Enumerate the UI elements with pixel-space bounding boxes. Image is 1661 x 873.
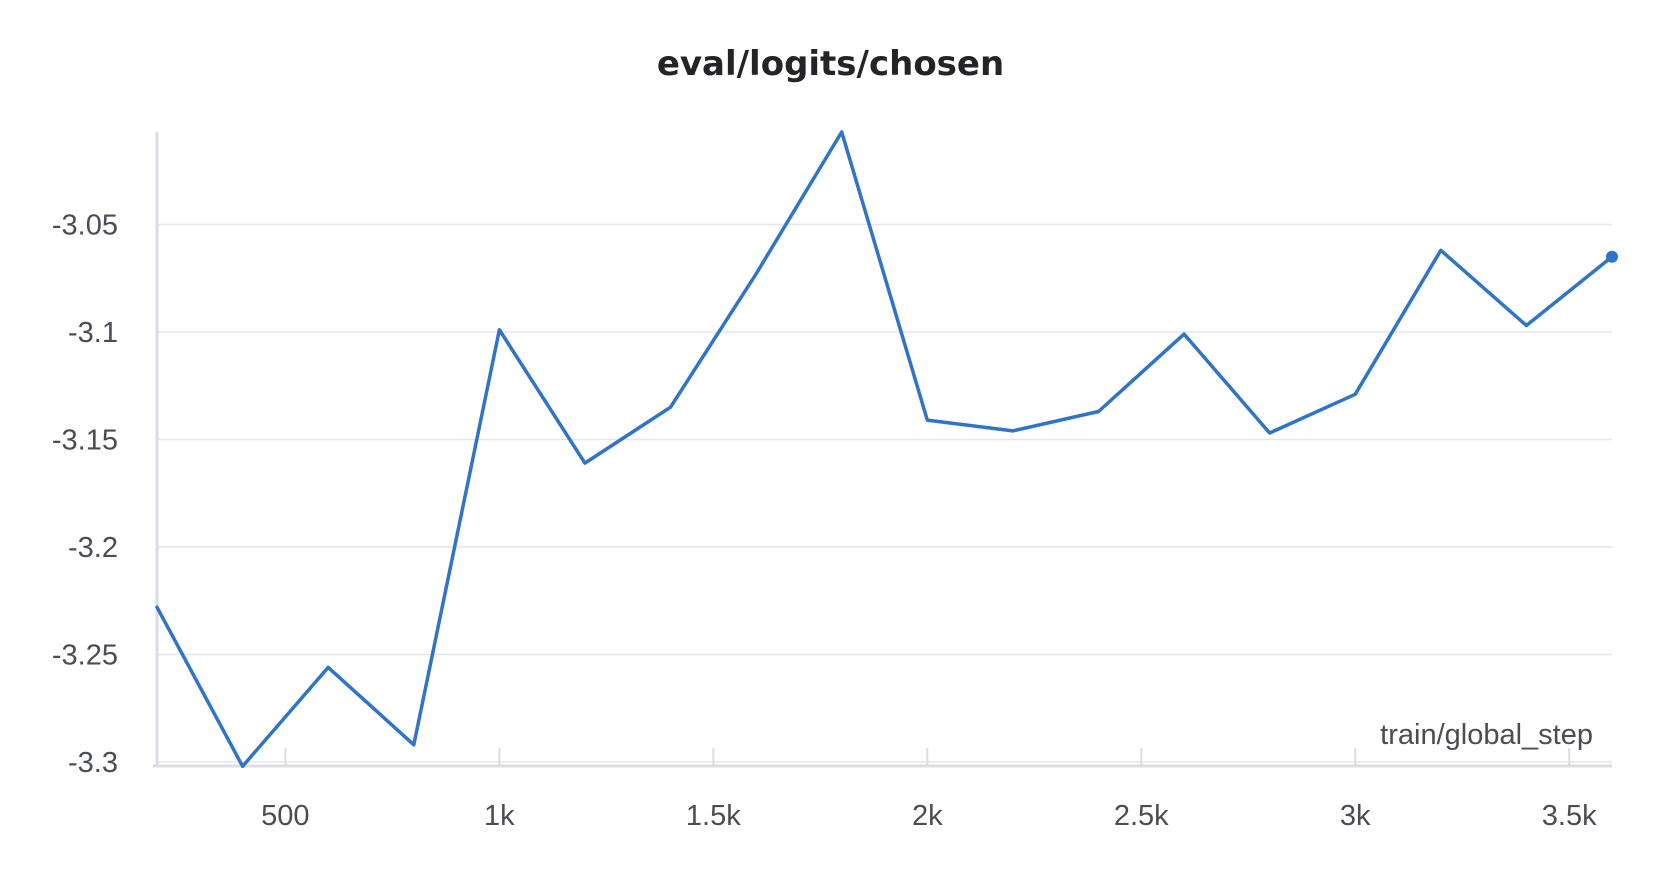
series-line — [155, 130, 1614, 769]
y-tick-label: -3.25 — [52, 639, 118, 671]
series-group — [155, 130, 1618, 769]
axes — [153, 132, 1612, 768]
x-tick-label: 2k — [912, 800, 943, 832]
y-tick-label: -3.15 — [52, 424, 118, 456]
y-tick-label: -3.3 — [68, 747, 118, 779]
x-tick-label: 1k — [484, 800, 515, 832]
last-point-marker — [1606, 250, 1618, 263]
y-tick-label: -3.2 — [68, 532, 118, 564]
x-tick-label: 2.5k — [1114, 800, 1169, 832]
x-tick-label: 500 — [261, 800, 309, 832]
chart-title: eval/logits/chosen — [656, 44, 1005, 84]
y-tick-label: -3.05 — [52, 209, 118, 241]
tick-labels: -3.05 -3.1 -3.15 -3.2 -3.25 -3.3 500 1k 1.5k 2k 2.… — [52, 209, 1597, 832]
grid-lines — [157, 223, 1612, 763]
x-tick-label: 1.5k — [686, 800, 741, 832]
y-tick-label: -3.1 — [68, 317, 118, 349]
x-axis-label: train/global_step — [1380, 719, 1593, 751]
x-tick-label: 3.5k — [1542, 800, 1597, 832]
x-tick-label: 3k — [1340, 800, 1371, 832]
